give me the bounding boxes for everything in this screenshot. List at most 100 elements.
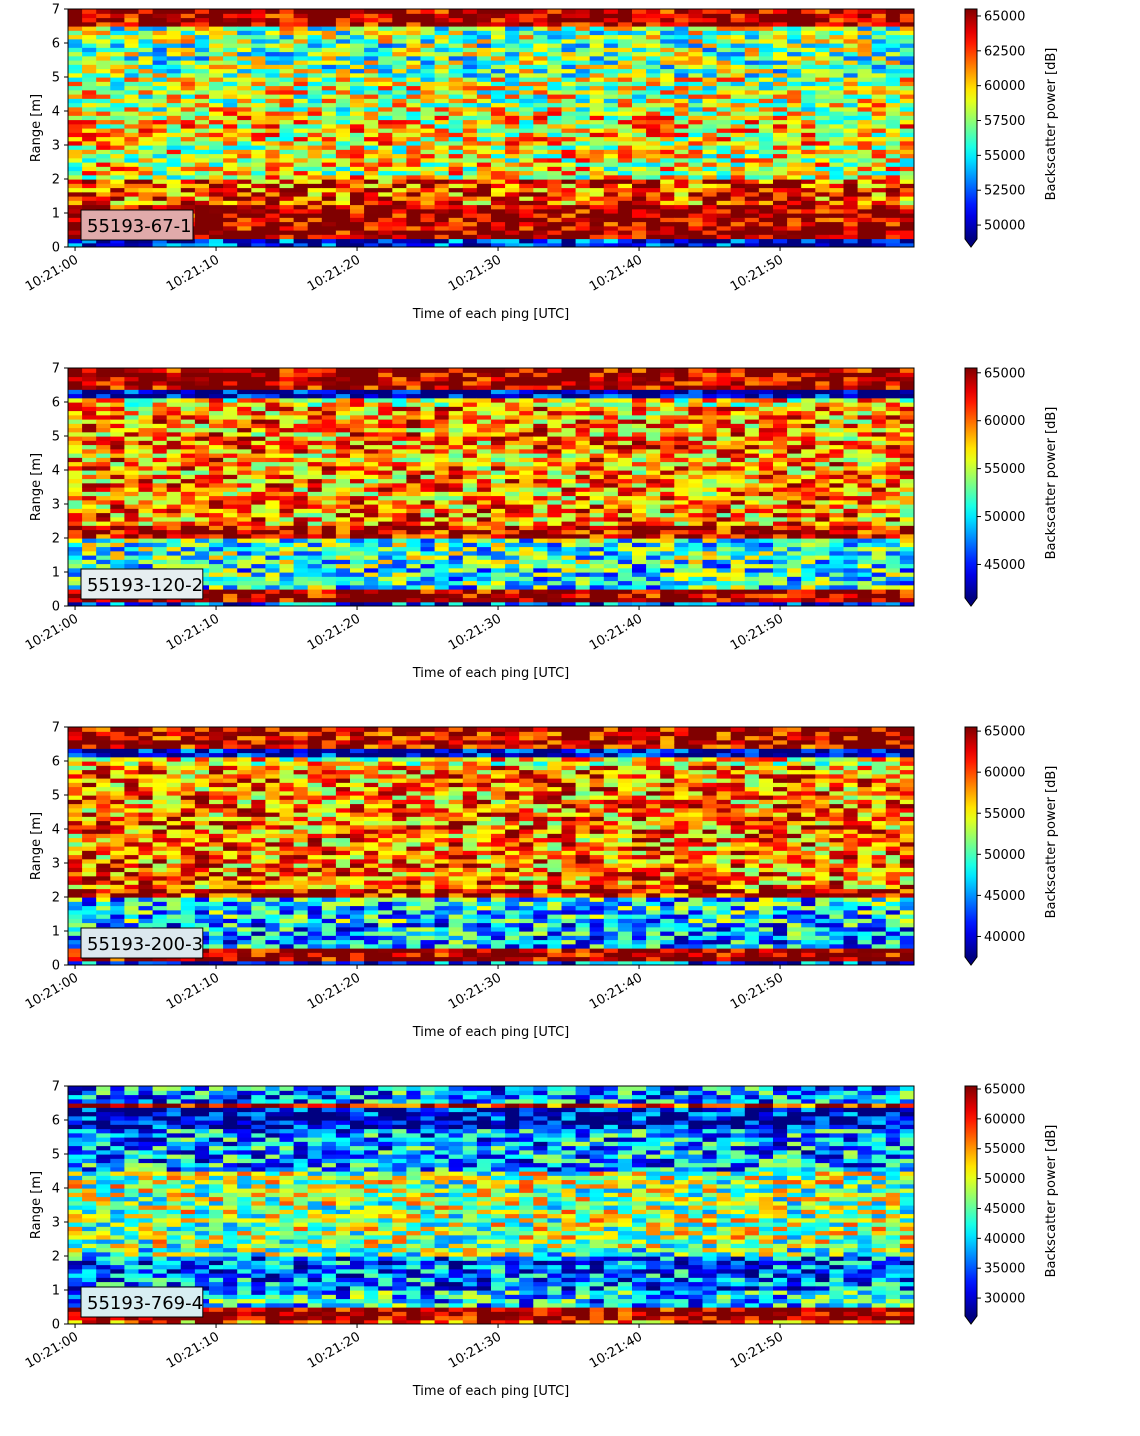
heatmap-cell: [279, 542, 295, 548]
heatmap-cell: [561, 77, 577, 82]
heatmap-cell: [166, 461, 182, 467]
heatmap-cell: [293, 508, 309, 514]
heatmap-cell: [209, 529, 224, 535]
heatmap-cell: [491, 89, 506, 95]
heatmap-cell: [632, 85, 647, 91]
heatmap-cell: [138, 521, 154, 526]
heatmap-cell: [392, 153, 407, 159]
heatmap-cell: [617, 47, 633, 53]
heatmap-cell: [364, 38, 379, 44]
heatmap-cell: [293, 504, 309, 509]
heatmap-cell: [448, 128, 464, 133]
heatmap-cell: [561, 102, 577, 108]
heatmap-cell: [68, 529, 83, 535]
heatmap-cell: [138, 372, 154, 378]
heatmap-cell: [378, 499, 393, 505]
heatmap-cell: [110, 200, 125, 206]
heatmap-cell: [378, 372, 393, 378]
heatmap-cell: [251, 115, 266, 121]
heatmap-cell: [815, 238, 830, 244]
heatmap-cell: [758, 47, 774, 53]
heatmap-cell: [293, 145, 309, 150]
heatmap-cell: [68, 204, 83, 210]
heatmap-cell: [434, 187, 450, 193]
heatmap-cell: [194, 225, 210, 231]
heatmap-cell: [166, 85, 182, 91]
heatmap-cell: [68, 474, 83, 480]
heatmap-cell: [194, 38, 210, 44]
heatmap-cell: [265, 521, 281, 526]
heatmap-cell: [237, 21, 252, 27]
heatmap-cell: [702, 38, 718, 44]
heatmap-cell: [237, 106, 252, 112]
heatmap-cell: [420, 234, 436, 240]
heatmap-cell: [420, 423, 436, 429]
heatmap-cell: [744, 238, 760, 244]
heatmap-cell: [110, 43, 125, 48]
heatmap-cell: [603, 191, 619, 197]
heatmap-cell: [434, 47, 450, 53]
heatmap-cell: [547, 132, 563, 138]
heatmap-cell: [350, 30, 365, 36]
heatmap-cell: [632, 98, 647, 104]
heatmap-cell: [335, 149, 351, 155]
heatmap-cell: [434, 504, 450, 509]
heatmap-cell: [237, 368, 252, 373]
heatmap-cell: [307, 448, 323, 454]
heatmap-cell: [166, 444, 182, 450]
heatmap-cell: [279, 200, 295, 206]
heatmap-cell: [251, 423, 266, 429]
heatmap-cell: [138, 474, 154, 480]
heatmap-cell: [406, 77, 422, 82]
heatmap-cell: [660, 183, 675, 189]
heatmap-cell: [223, 601, 238, 606]
heatmap-cell: [589, 51, 605, 57]
heatmap-cell: [166, 166, 182, 172]
heatmap-cell: [152, 419, 168, 424]
heatmap-cell: [68, 166, 83, 172]
heatmap-cell: [547, 225, 563, 231]
heatmap-cell: [519, 157, 534, 163]
heatmap-cell: [335, 444, 351, 450]
heatmap-cell: [265, 567, 281, 573]
heatmap-cell: [321, 196, 337, 201]
heatmap-cell: [660, 60, 675, 65]
heatmap-cell: [547, 179, 563, 184]
heatmap-cell: [773, 208, 788, 214]
heatmap-cell: [575, 174, 591, 180]
heatmap-cell: [434, 457, 450, 463]
heatmap-cell: [251, 183, 266, 189]
heatmap-cell: [505, 106, 520, 112]
heatmap-cell: [307, 94, 323, 99]
heatmap-cell: [533, 204, 548, 210]
heatmap-cell: [420, 213, 436, 218]
heatmap-cell: [110, 94, 125, 99]
heatmap-cell: [378, 461, 393, 467]
heatmap-cell: [885, 157, 901, 163]
heatmap-cell: [265, 389, 281, 395]
heatmap-cell: [82, 98, 97, 104]
heatmap-cell: [688, 68, 704, 74]
heatmap-cell: [392, 242, 407, 247]
heatmap-cell: [448, 179, 464, 184]
heatmap-cell: [617, 183, 633, 189]
heatmap-cell: [871, 34, 887, 40]
heatmap-cell: [124, 47, 140, 53]
heatmap-cell: [406, 234, 422, 240]
heatmap-cell: [378, 402, 393, 407]
heatmap-cell: [293, 538, 309, 543]
heatmap-cell: [406, 225, 422, 231]
heatmap-cell: [321, 179, 337, 184]
heatmap-cell: [899, 200, 914, 206]
heatmap-cell: [575, 242, 591, 247]
heatmap-cell: [801, 119, 816, 125]
colorbar-tick-label: 62500: [984, 44, 1025, 59]
heatmap-cell: [124, 162, 140, 167]
heatmap-cell: [420, 521, 436, 526]
heatmap-cell: [265, 572, 281, 577]
heatmap-cell: [335, 162, 351, 167]
heatmap-cell: [364, 431, 379, 437]
heatmap-cell: [251, 402, 266, 407]
heatmap-cell: [378, 153, 393, 159]
heatmap-cell: [251, 559, 266, 565]
